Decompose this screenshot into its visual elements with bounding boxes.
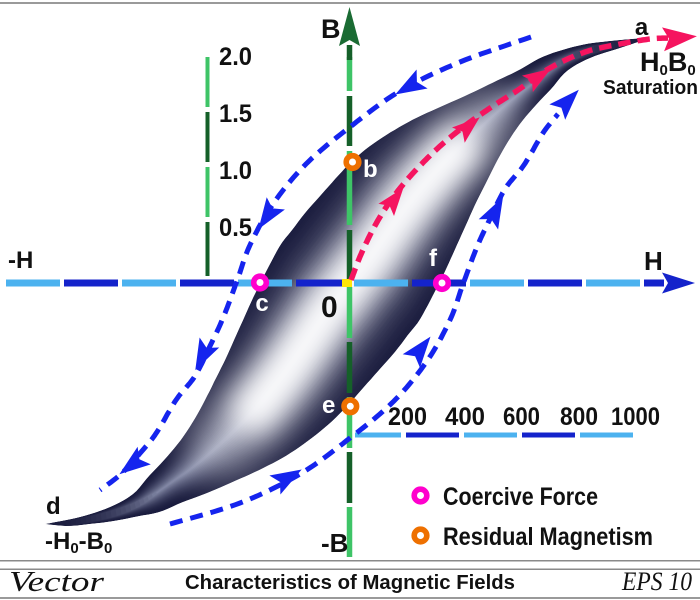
svg-text:1.0: 1.0: [219, 157, 252, 185]
svg-text:b: b: [363, 156, 378, 183]
svg-text:H0B0: H0B0: [640, 47, 696, 79]
svg-text:a: a: [635, 14, 649, 41]
svg-text:-B: -B: [321, 528, 348, 558]
svg-text:200: 200: [388, 403, 427, 431]
svg-text:-H: -H: [8, 247, 33, 274]
svg-text:Characteristics of Magnetic Fi: Characteristics of Magnetic Fields: [185, 572, 515, 594]
svg-text:1000: 1000: [611, 403, 660, 431]
svg-text:c: c: [255, 290, 268, 317]
svg-text:600: 600: [503, 403, 540, 431]
svg-text:EPS 10: EPS 10: [621, 567, 692, 596]
svg-text:f: f: [429, 245, 438, 272]
svg-text:0.5: 0.5: [219, 214, 252, 242]
svg-text:Residual Magnetism: Residual Magnetism: [443, 523, 653, 551]
svg-text:0: 0: [321, 291, 338, 324]
svg-text:Coercive Force: Coercive Force: [443, 483, 598, 511]
svg-text:400: 400: [445, 403, 485, 431]
svg-text:B: B: [321, 14, 341, 44]
svg-text:1.5: 1.5: [219, 100, 252, 128]
svg-text:e: e: [322, 392, 335, 419]
svg-text:Vector: Vector: [9, 566, 105, 598]
svg-text:Saturation: Saturation: [603, 77, 698, 99]
svg-text:-H0-B0: -H0-B0: [45, 528, 112, 557]
svg-text:H: H: [644, 246, 663, 276]
svg-text:d: d: [46, 493, 61, 520]
svg-text:2.0: 2.0: [219, 43, 252, 71]
svg-text:800: 800: [560, 403, 598, 431]
